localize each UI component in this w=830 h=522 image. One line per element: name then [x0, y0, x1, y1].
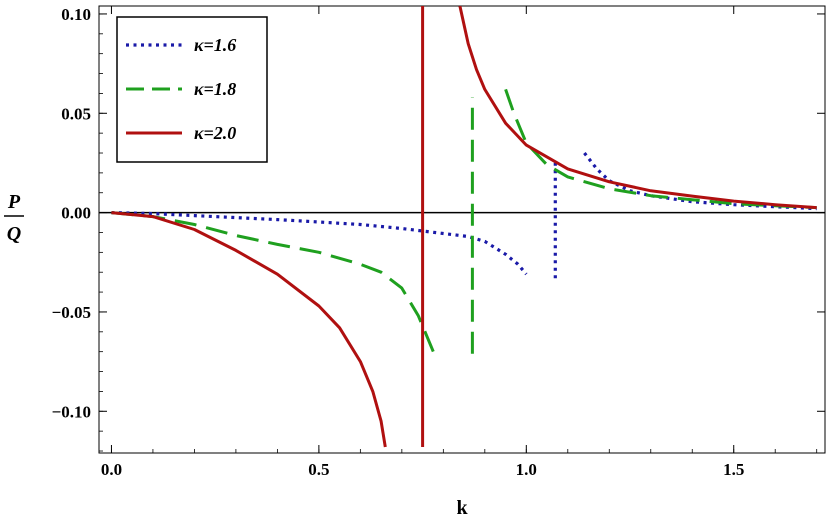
legend-label: κ=1.8 [194, 79, 236, 99]
x-tick-label: 1.0 [516, 460, 537, 479]
legend-label: κ=2.0 [194, 123, 236, 143]
plot-frame [98, 5, 826, 454]
series-1 [111, 152, 817, 279]
series-line [504, 88, 817, 210]
y-tick-label: −0.10 [52, 402, 91, 421]
y-tick-label: 0.10 [61, 5, 91, 24]
series-line [583, 152, 817, 211]
x-tick-label: 1.5 [723, 460, 744, 479]
series-layer [111, 6, 817, 448]
axis-labels: k P Q [4, 191, 468, 519]
legend-label: κ=1.6 [194, 35, 236, 55]
series-2 [111, 88, 817, 357]
y-axis-label-numerator: P [7, 191, 21, 213]
x-tick-label: 0.0 [101, 460, 122, 479]
series-line [111, 211, 528, 276]
x-tick-label: 0.5 [308, 460, 329, 479]
y-tick-label: 0.00 [61, 204, 91, 223]
y-tick-label: 0.05 [61, 104, 91, 123]
ticks-layer: 0.0 0.5 1.0 1.5 0.10 0.05 0.00 −0.05 −0.10 [52, 5, 825, 479]
series-line [111, 211, 437, 357]
x-axis-label: k [456, 497, 468, 519]
y-axis-label-denominator: Q [7, 223, 21, 245]
legend: κ=1.6 κ=1.8 κ=2.0 [116, 16, 268, 163]
series-line [111, 211, 387, 448]
series-3 [111, 6, 817, 448]
series-line [458, 6, 817, 210]
y-tick-label: −0.05 [52, 303, 91, 322]
